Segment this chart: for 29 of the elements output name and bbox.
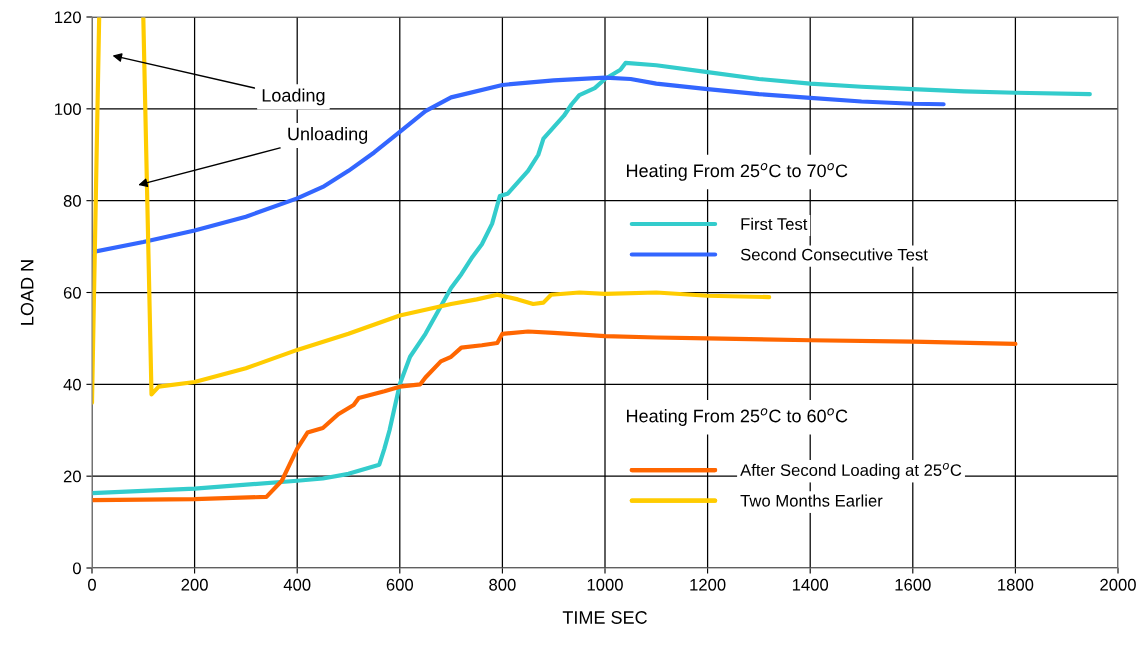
x-tick-label: 0 <box>88 578 96 591</box>
y-tick-label: 100 <box>55 103 81 116</box>
y-axis-title: LOAD N <box>20 260 34 325</box>
legend-label: Two Months Earlier <box>740 494 883 507</box>
annotation: Heating From 25$^{o}$C to 60$^{o}$C <box>627 408 848 426</box>
x-tick-label: 1800 <box>998 578 1034 591</box>
x-tick-label: 800 <box>489 578 516 591</box>
y-tick-label: 20 <box>63 470 81 483</box>
legend-label: First Test <box>741 217 808 230</box>
x-tick-label: 1600 <box>895 578 931 591</box>
x-tick-label: 600 <box>386 578 414 591</box>
annotation: Loading <box>262 88 325 106</box>
x-tick-label: 400 <box>283 578 311 591</box>
legend-label: Second Consecutive Test <box>740 248 928 261</box>
x-tick-label: 200 <box>181 578 208 591</box>
x-axis-title: TIME SEC <box>562 611 647 624</box>
x-tick-label: 1400 <box>792 578 829 591</box>
legend-label: After Second Loading at 25$^{o}$C <box>740 462 962 480</box>
x-tick-label: 1200 <box>690 578 726 591</box>
line-series <box>92 60 1092 496</box>
x-tick-label: 1000 <box>587 578 623 591</box>
y-tick-label: 0 <box>72 562 81 575</box>
y-tick-label: 60 <box>63 286 81 299</box>
annotation: Unloading <box>288 127 368 144</box>
x-tick-label: 2000 <box>1100 578 1136 591</box>
y-tick-label: 120 <box>55 11 81 24</box>
y-tick-label: 80 <box>63 195 81 207</box>
annotation: Heating From 25$^{o}$C to 70$^{o}$C <box>627 163 848 181</box>
y-tick-label: 40 <box>63 378 81 391</box>
